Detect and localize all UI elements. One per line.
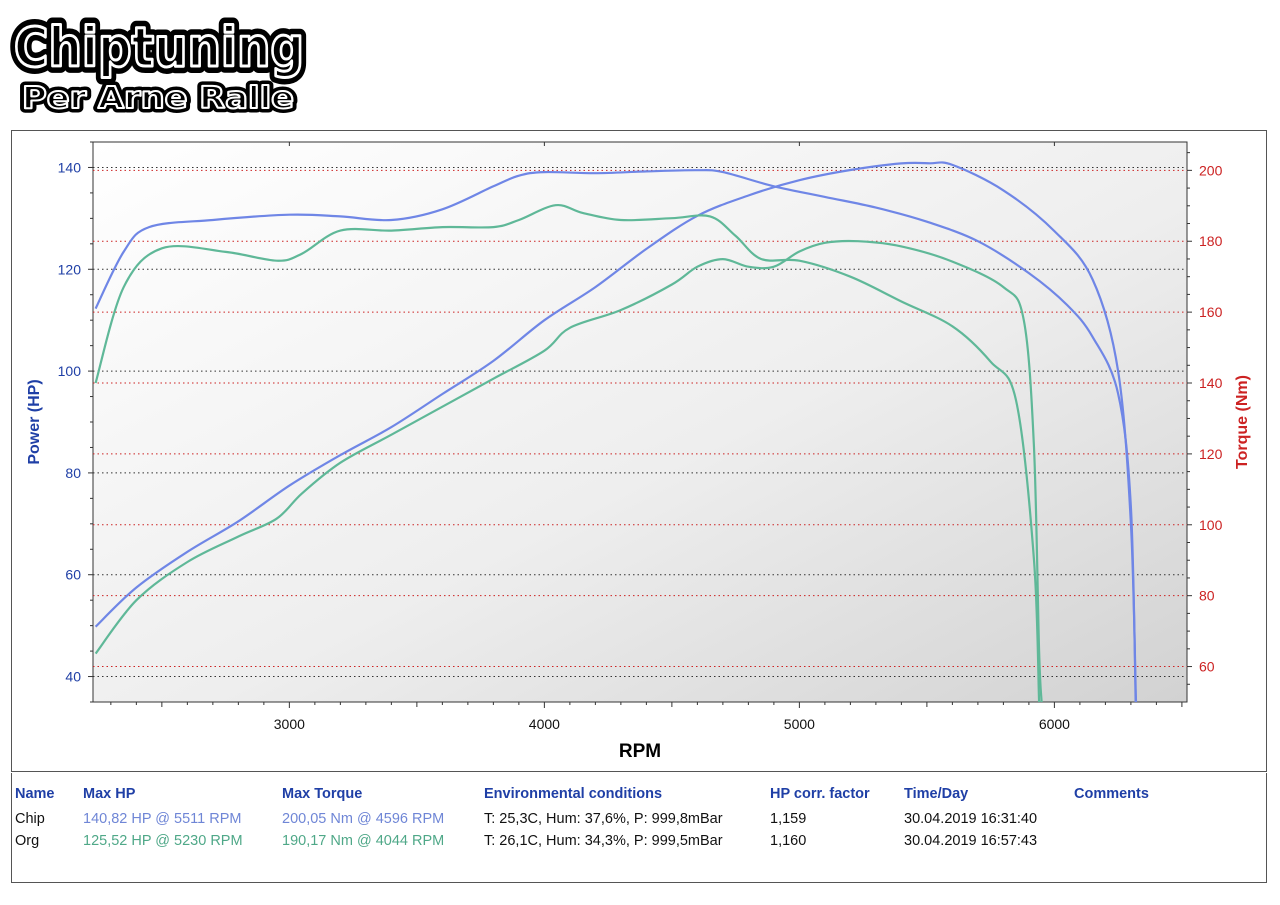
tick-label-right-120: 120 bbox=[1199, 446, 1223, 462]
dyno-chart-frame: 40 60 80 100 120 140 60 80 100 120 140 160 180 200 300… bbox=[11, 130, 1267, 772]
row-chip-max-torque: 200,05 Nm @ 4596 RPM bbox=[282, 811, 445, 827]
tick-label-x-3000: 3000 bbox=[274, 716, 305, 732]
row-chip-name: Chip bbox=[15, 811, 45, 827]
x-axis-title: RPM bbox=[619, 741, 661, 762]
tick-label-right-60: 60 bbox=[1199, 659, 1215, 675]
row-org-name: Org bbox=[15, 833, 40, 849]
series-chip-power-line bbox=[94, 161, 1138, 702]
tick-label-right-100: 100 bbox=[1199, 517, 1223, 533]
row-chip-corr: 1,159 bbox=[770, 811, 807, 827]
y-axis-right-title: Torque (Nm) bbox=[1234, 375, 1251, 469]
tick-label-left-120: 120 bbox=[58, 261, 82, 277]
header-max-hp: Max HP bbox=[83, 786, 136, 802]
tick-label-right-140: 140 bbox=[1199, 375, 1223, 391]
series-org-power-line bbox=[94, 239, 1043, 702]
series-lines bbox=[94, 161, 1138, 702]
header-comments: Comments bbox=[1074, 786, 1149, 802]
header-time-day: Time/Day bbox=[904, 786, 969, 802]
tick-label-x-6000: 6000 bbox=[1039, 716, 1070, 732]
row-org-env: T: 26,1C, Hum: 34,3%, P: 999,5mBar bbox=[484, 833, 723, 849]
tick-label-right-200: 200 bbox=[1199, 162, 1223, 178]
results-table: Name Max HP Max Torque Environmental con… bbox=[11, 773, 1267, 883]
tick-label-left-100: 100 bbox=[58, 363, 82, 379]
header-name: Name bbox=[15, 786, 55, 802]
plot-background bbox=[92, 141, 1188, 703]
logo-title-inner: Chiptuning bbox=[14, 16, 304, 79]
row-org-corr: 1,160 bbox=[770, 833, 807, 849]
series-org-torque-line bbox=[94, 203, 1041, 702]
tick-label-left-60: 60 bbox=[65, 567, 81, 583]
tick-label-right-160: 160 bbox=[1199, 304, 1223, 320]
row-org-max-hp: 125,52 HP @ 5230 RPM bbox=[83, 833, 243, 849]
tick-label-right-80: 80 bbox=[1199, 588, 1215, 604]
header-hp-corr-factor: HP corr. factor bbox=[770, 786, 870, 802]
row-chip-max-hp: 140,82 HP @ 5511 RPM bbox=[83, 811, 242, 827]
y-axis-left-title: Power (HP) bbox=[26, 379, 43, 464]
logo-subtitle-inner: Per Arne Ralle bbox=[22, 81, 294, 116]
axes: 40 60 80 100 120 140 60 80 100 120 140 160 180 200 300… bbox=[58, 141, 1223, 732]
dyno-chart: 40 60 80 100 120 140 60 80 100 120 140 160 180 200 300… bbox=[26, 141, 1251, 762]
tick-label-left-40: 40 bbox=[65, 669, 81, 685]
row-org-max-torque: 190,17 Nm @ 4044 RPM bbox=[282, 833, 445, 849]
logo-subtitle: Per Arne Ralle bbox=[22, 81, 294, 116]
tick-label-x-4000: 4000 bbox=[529, 716, 560, 732]
logo-title: Chiptuning bbox=[14, 16, 304, 79]
header-environmental-conditions: Environmental conditions bbox=[484, 786, 663, 802]
header-max-torque: Max Torque bbox=[282, 786, 363, 802]
row-org-time: 30.04.2019 16:57:43 bbox=[904, 833, 1038, 849]
series-chip-torque-line bbox=[94, 169, 1137, 702]
row-chip-time: 30.04.2019 16:31:40 bbox=[904, 811, 1038, 827]
row-chip-env: T: 25,3C, Hum: 37,6%, P: 999,8mBar bbox=[484, 811, 723, 827]
chiptuning-logo: Chiptuning Chiptuning Per Arne Ralle Per… bbox=[10, 9, 310, 116]
tick-label-left-80: 80 bbox=[65, 465, 81, 481]
tick-label-left-140: 140 bbox=[58, 159, 82, 175]
tick-label-x-5000: 5000 bbox=[784, 716, 815, 732]
tick-label-right-180: 180 bbox=[1199, 233, 1223, 249]
